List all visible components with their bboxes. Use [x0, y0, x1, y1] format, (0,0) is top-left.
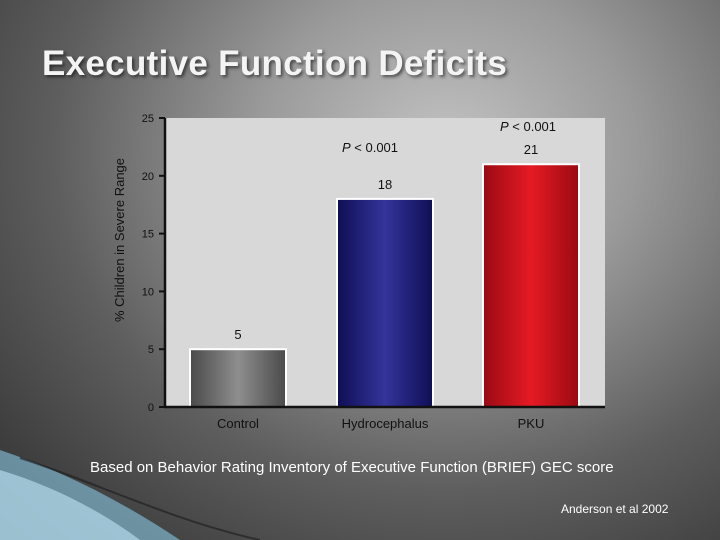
y-axis-ticks: 0 5 10 15 20 25: [142, 113, 165, 414]
p-value-annotation: P < 0.001: [342, 140, 398, 155]
data-label-pku: 21: [524, 142, 538, 157]
citation: Anderson et al 2002: [561, 502, 669, 516]
y-tick-label: 25: [142, 113, 154, 125]
y-tick-label: 15: [142, 229, 154, 241]
bar-pku: [482, 163, 580, 408]
bars: 5 18 21 P < 0.001 P < 0.001: [189, 119, 580, 409]
source-caption: Based on Behavior Rating Inventory of Ex…: [90, 459, 614, 476]
x-tick-label: PKU: [518, 416, 545, 431]
bar-control: [189, 348, 287, 409]
bar-hydrocephalus: [336, 197, 434, 408]
bar-chart: 0 5 10 15 20 25 5 18 21 P < 0.001 P < 0.001 Contr…: [112, 113, 605, 431]
x-tick-label: Hydrocephalus: [342, 416, 429, 431]
data-label-control: 5: [234, 327, 241, 342]
y-tick-label: 5: [148, 344, 154, 356]
y-tick-label: 20: [142, 171, 154, 183]
data-label-hydrocephalus: 18: [378, 177, 392, 192]
y-axis-label: % Children in Severe Range: [112, 158, 127, 322]
decorative-wave: [0, 450, 260, 540]
slide-title: Executive Function Deficits: [42, 44, 508, 83]
y-tick-label: 0: [148, 402, 154, 414]
y-tick-label: 10: [142, 286, 154, 298]
x-axis-labels: Control Hydrocephalus PKU: [217, 416, 544, 431]
x-tick-label: Control: [217, 416, 259, 431]
p-value-annotation: P < 0.001: [500, 119, 556, 134]
